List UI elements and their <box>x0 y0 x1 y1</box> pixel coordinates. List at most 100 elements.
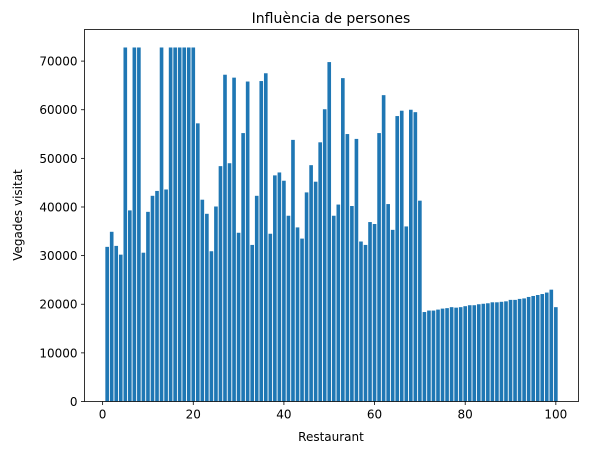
bar-82 <box>472 305 477 402</box>
x-tick-label: 100 <box>544 408 567 422</box>
bar-1 <box>105 246 109 402</box>
bar-6 <box>128 210 132 402</box>
x-tick-label: 0 <box>99 408 107 422</box>
chart-title: Influència de persones <box>252 11 411 27</box>
bar-17 <box>177 47 182 402</box>
bar-70 <box>418 200 422 402</box>
bars-group <box>105 47 558 402</box>
bar-53 <box>341 78 345 402</box>
y-tick-label: 60000 <box>39 103 77 117</box>
bar-100 <box>554 307 558 402</box>
bar-77 <box>449 307 454 402</box>
bar-90 <box>508 299 513 402</box>
bar-71 <box>422 312 427 402</box>
bar-99 <box>549 289 554 402</box>
bar-22 <box>200 199 205 402</box>
bar-42 <box>291 139 295 402</box>
bar-95 <box>531 295 535 402</box>
bar-27 <box>223 74 227 402</box>
bar-86 <box>490 302 495 402</box>
bar-3 <box>114 245 119 402</box>
bar-81 <box>467 305 472 402</box>
y-tick-label: 50000 <box>39 152 77 166</box>
bar-40 <box>282 180 286 402</box>
bar-48 <box>318 142 322 402</box>
bar-92 <box>517 298 522 402</box>
y-axis-ticks: 0 10000 20000 30000 40000 50000 60000 70000 <box>39 55 85 409</box>
bar-15 <box>168 47 173 402</box>
bar-35 <box>259 81 264 402</box>
bar-69 <box>413 112 418 402</box>
bar-47 <box>313 181 318 402</box>
bar-32 <box>245 81 250 402</box>
bar-41 <box>286 215 291 402</box>
bar-60 <box>372 224 377 402</box>
bar-16 <box>173 47 177 402</box>
bar-84 <box>481 303 486 402</box>
bar-68 <box>409 109 413 402</box>
y-tick-label: 30000 <box>39 249 77 263</box>
bar-9 <box>141 252 146 402</box>
plot-frame <box>84 29 579 402</box>
x-axis-label: Restaurant <box>298 430 364 444</box>
bar-45 <box>304 192 309 402</box>
bar-24 <box>209 251 214 402</box>
bar-59 <box>368 222 372 402</box>
bar-29 <box>232 77 236 402</box>
bar-2 <box>109 231 114 402</box>
bar-61 <box>377 133 381 402</box>
x-axis-ticks: 0 20 40 60 80 100 <box>99 401 567 422</box>
bar-23 <box>205 213 209 402</box>
bar-7 <box>132 47 137 402</box>
bar-21 <box>195 123 200 402</box>
y-tick-label: 20000 <box>39 298 77 312</box>
bar-56 <box>354 138 359 402</box>
bar-94 <box>526 296 531 402</box>
bar-20 <box>191 47 196 402</box>
bar-83 <box>476 304 481 402</box>
bar-66 <box>399 110 404 402</box>
bar-87 <box>495 302 499 402</box>
bar-38 <box>273 175 277 402</box>
bar-72 <box>427 310 431 402</box>
bar-39 <box>277 172 282 402</box>
bar-37 <box>268 233 273 402</box>
bar-64 <box>390 229 395 402</box>
bar-4 <box>118 254 123 402</box>
bar-33 <box>250 244 255 402</box>
bar-58 <box>363 244 368 402</box>
bar-85 <box>486 303 490 402</box>
bar-11 <box>150 195 155 402</box>
bar-67 <box>404 226 409 402</box>
bar-98 <box>544 292 549 402</box>
bar-62 <box>381 95 386 402</box>
bar-49 <box>322 109 327 402</box>
bar-43 <box>295 227 300 402</box>
bar-54 <box>345 134 350 402</box>
bar-31 <box>241 133 245 402</box>
bar-51 <box>331 215 336 402</box>
bar-63 <box>386 204 390 402</box>
y-tick-label: 0 <box>70 395 78 409</box>
x-tick-label: 80 <box>458 408 473 422</box>
bar-89 <box>504 301 508 402</box>
bar-14 <box>164 189 168 402</box>
bar-10 <box>146 211 150 402</box>
bar-28 <box>227 163 232 402</box>
y-tick-label: 40000 <box>39 200 77 214</box>
bar-30 <box>236 232 241 402</box>
bar-93 <box>522 298 526 402</box>
bar-78 <box>454 307 458 402</box>
bar-76 <box>445 308 449 402</box>
bar-5 <box>123 47 128 402</box>
bar-55 <box>350 206 354 402</box>
bar-36 <box>263 73 268 402</box>
y-axis-label: Vegades visitat <box>11 169 25 261</box>
bar-75 <box>440 308 445 402</box>
bar-96 <box>535 295 540 402</box>
bar-79 <box>458 307 463 402</box>
bar-46 <box>309 165 313 402</box>
bar-8 <box>137 47 141 402</box>
bar-34 <box>254 195 259 402</box>
